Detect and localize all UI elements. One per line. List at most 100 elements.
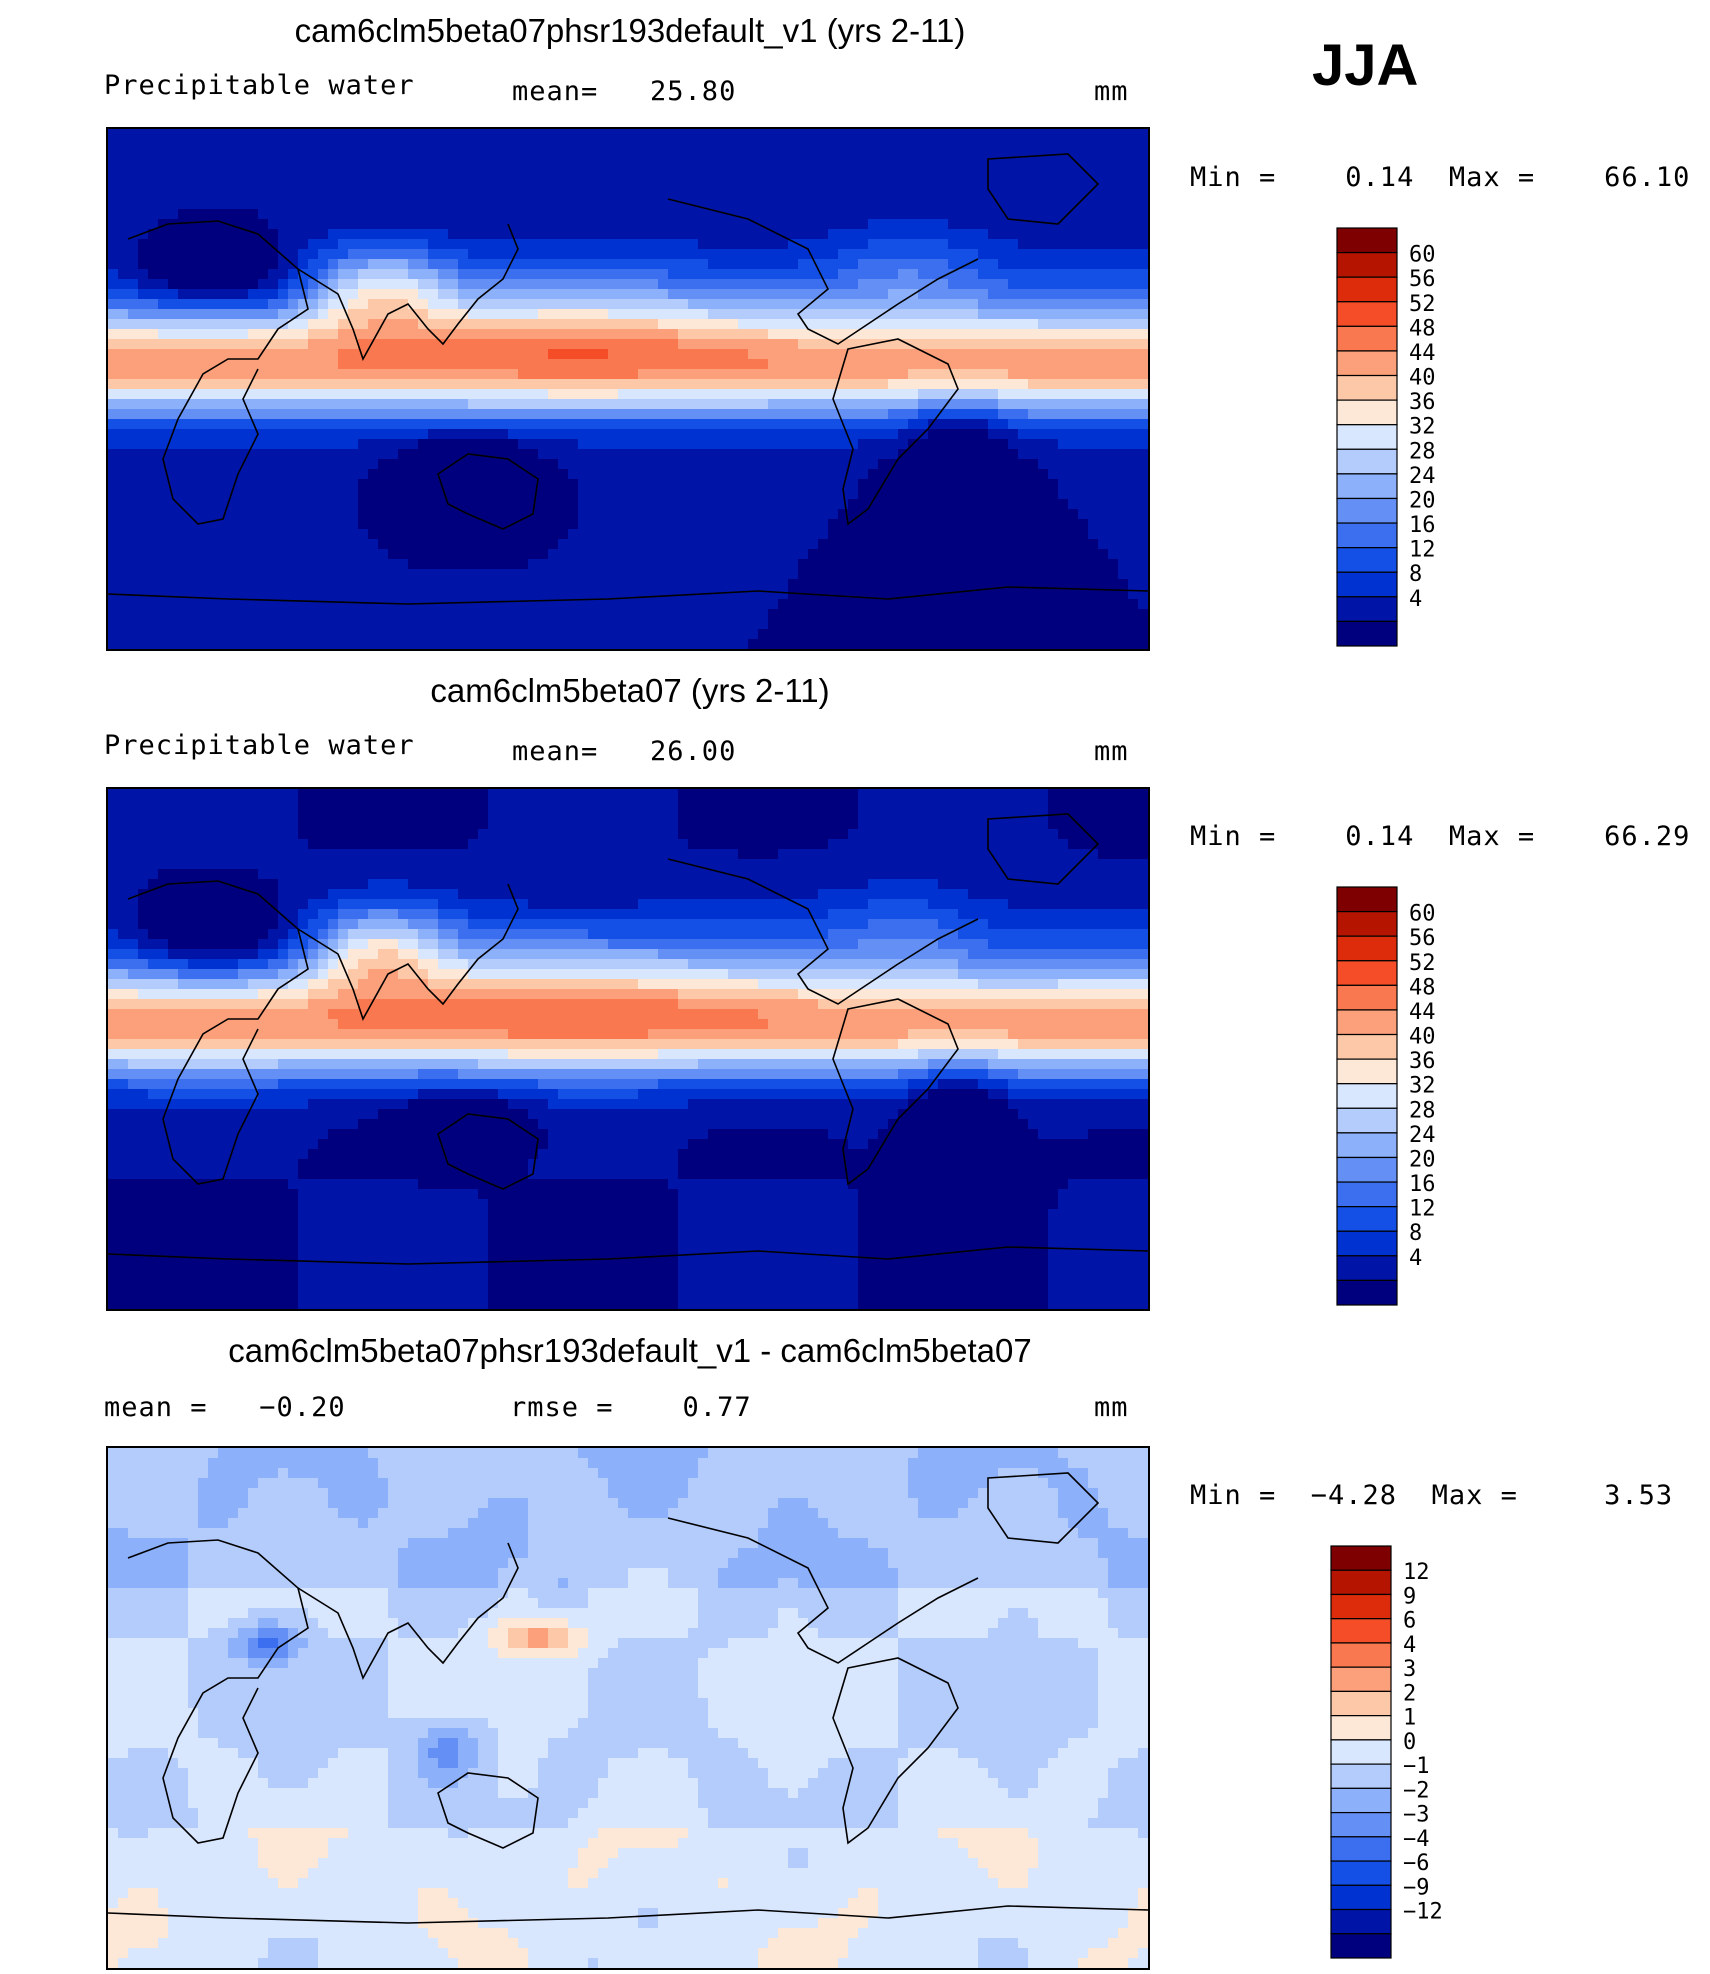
field-cell — [838, 269, 849, 280]
field-cell — [318, 479, 329, 490]
field-cell — [308, 579, 319, 590]
field-cell — [1088, 159, 1099, 170]
field-cell — [958, 199, 969, 210]
field-cell — [118, 159, 129, 170]
field-cell — [688, 299, 699, 310]
field-cell — [518, 209, 529, 220]
field-cell — [868, 479, 879, 490]
field-cell — [988, 539, 999, 550]
field-cell — [1018, 339, 1029, 350]
field-cell — [798, 129, 809, 140]
field-cell — [808, 419, 819, 430]
field-cell — [1058, 299, 1069, 310]
field-cell — [518, 249, 529, 260]
field-cell — [818, 279, 829, 290]
field-cell — [278, 359, 289, 370]
field-cell — [818, 259, 829, 270]
field-cell — [598, 349, 609, 360]
field-cell — [878, 469, 889, 480]
field-cell — [588, 149, 599, 160]
field-cell — [768, 469, 779, 480]
field-cell — [348, 149, 359, 160]
field-cell — [618, 539, 629, 550]
field-cell — [838, 149, 849, 160]
field-cell — [1138, 479, 1148, 490]
field-cell — [1088, 319, 1099, 330]
field-cell — [378, 539, 389, 550]
field-cell — [1008, 339, 1019, 350]
field-cell — [448, 339, 459, 350]
field-cell — [548, 529, 559, 540]
field-cell — [668, 159, 679, 170]
field-cell — [508, 449, 519, 460]
field-cell — [368, 349, 379, 360]
field-cell — [348, 359, 359, 370]
field-cell — [1058, 259, 1069, 270]
field-cell — [918, 159, 929, 170]
field-cell — [268, 579, 279, 590]
field-cell — [808, 129, 819, 140]
field-cell — [938, 249, 949, 260]
field-cell — [418, 469, 429, 480]
field-cell — [518, 159, 529, 170]
field-cell — [248, 559, 259, 570]
field-cell — [408, 589, 419, 600]
field-cell — [378, 239, 389, 250]
field-cell — [998, 379, 1009, 390]
field-cell — [658, 139, 669, 150]
field-cell — [198, 479, 209, 490]
field-cell — [778, 319, 789, 330]
field-cell — [1028, 259, 1039, 270]
field-cell — [1088, 389, 1099, 400]
field-cell — [1008, 529, 1019, 540]
field-cell — [1038, 319, 1049, 330]
field-cell — [308, 589, 319, 600]
field-cell — [608, 239, 619, 250]
field-cell — [978, 549, 989, 560]
field-cell — [978, 259, 989, 270]
field-cell — [1078, 469, 1089, 480]
field-cell — [728, 599, 739, 610]
field-cell — [518, 449, 529, 460]
field-cell — [788, 549, 799, 560]
field-cell — [298, 429, 309, 440]
field-cell — [1038, 229, 1049, 240]
field-cell — [268, 459, 279, 470]
field-cell — [398, 439, 409, 450]
field-cell — [818, 419, 829, 430]
field-cell — [268, 219, 279, 230]
field-cell — [708, 589, 719, 600]
season-label: JJA — [1312, 33, 1419, 98]
field-cell — [118, 349, 129, 360]
field-cell — [978, 519, 989, 530]
field-cell — [1048, 289, 1059, 300]
field-cell — [148, 129, 159, 140]
field-cell — [728, 329, 739, 340]
field-cell — [148, 329, 159, 340]
field-cell — [558, 309, 569, 320]
field-cell — [278, 159, 289, 170]
field-cell — [498, 559, 509, 570]
field-cell — [118, 519, 129, 530]
field-cell — [718, 369, 729, 380]
field-cell — [1128, 299, 1139, 310]
field-cell — [388, 499, 399, 510]
field-cell — [478, 379, 489, 390]
field-cell — [158, 349, 169, 360]
field-cell — [168, 479, 179, 490]
field-cell — [778, 349, 789, 360]
field-cell — [358, 589, 369, 600]
field-cell — [858, 269, 869, 280]
field-cell — [118, 309, 129, 320]
field-cell — [578, 319, 589, 330]
field-cell — [598, 529, 609, 540]
field-cell — [818, 599, 829, 610]
field-cell — [318, 389, 329, 400]
field-cell — [148, 159, 159, 170]
field-cell — [918, 509, 929, 520]
field-cell — [788, 269, 799, 280]
field-cell — [848, 439, 859, 450]
field-cell — [238, 499, 249, 510]
field-cell — [768, 539, 779, 550]
field-cell — [558, 469, 569, 480]
